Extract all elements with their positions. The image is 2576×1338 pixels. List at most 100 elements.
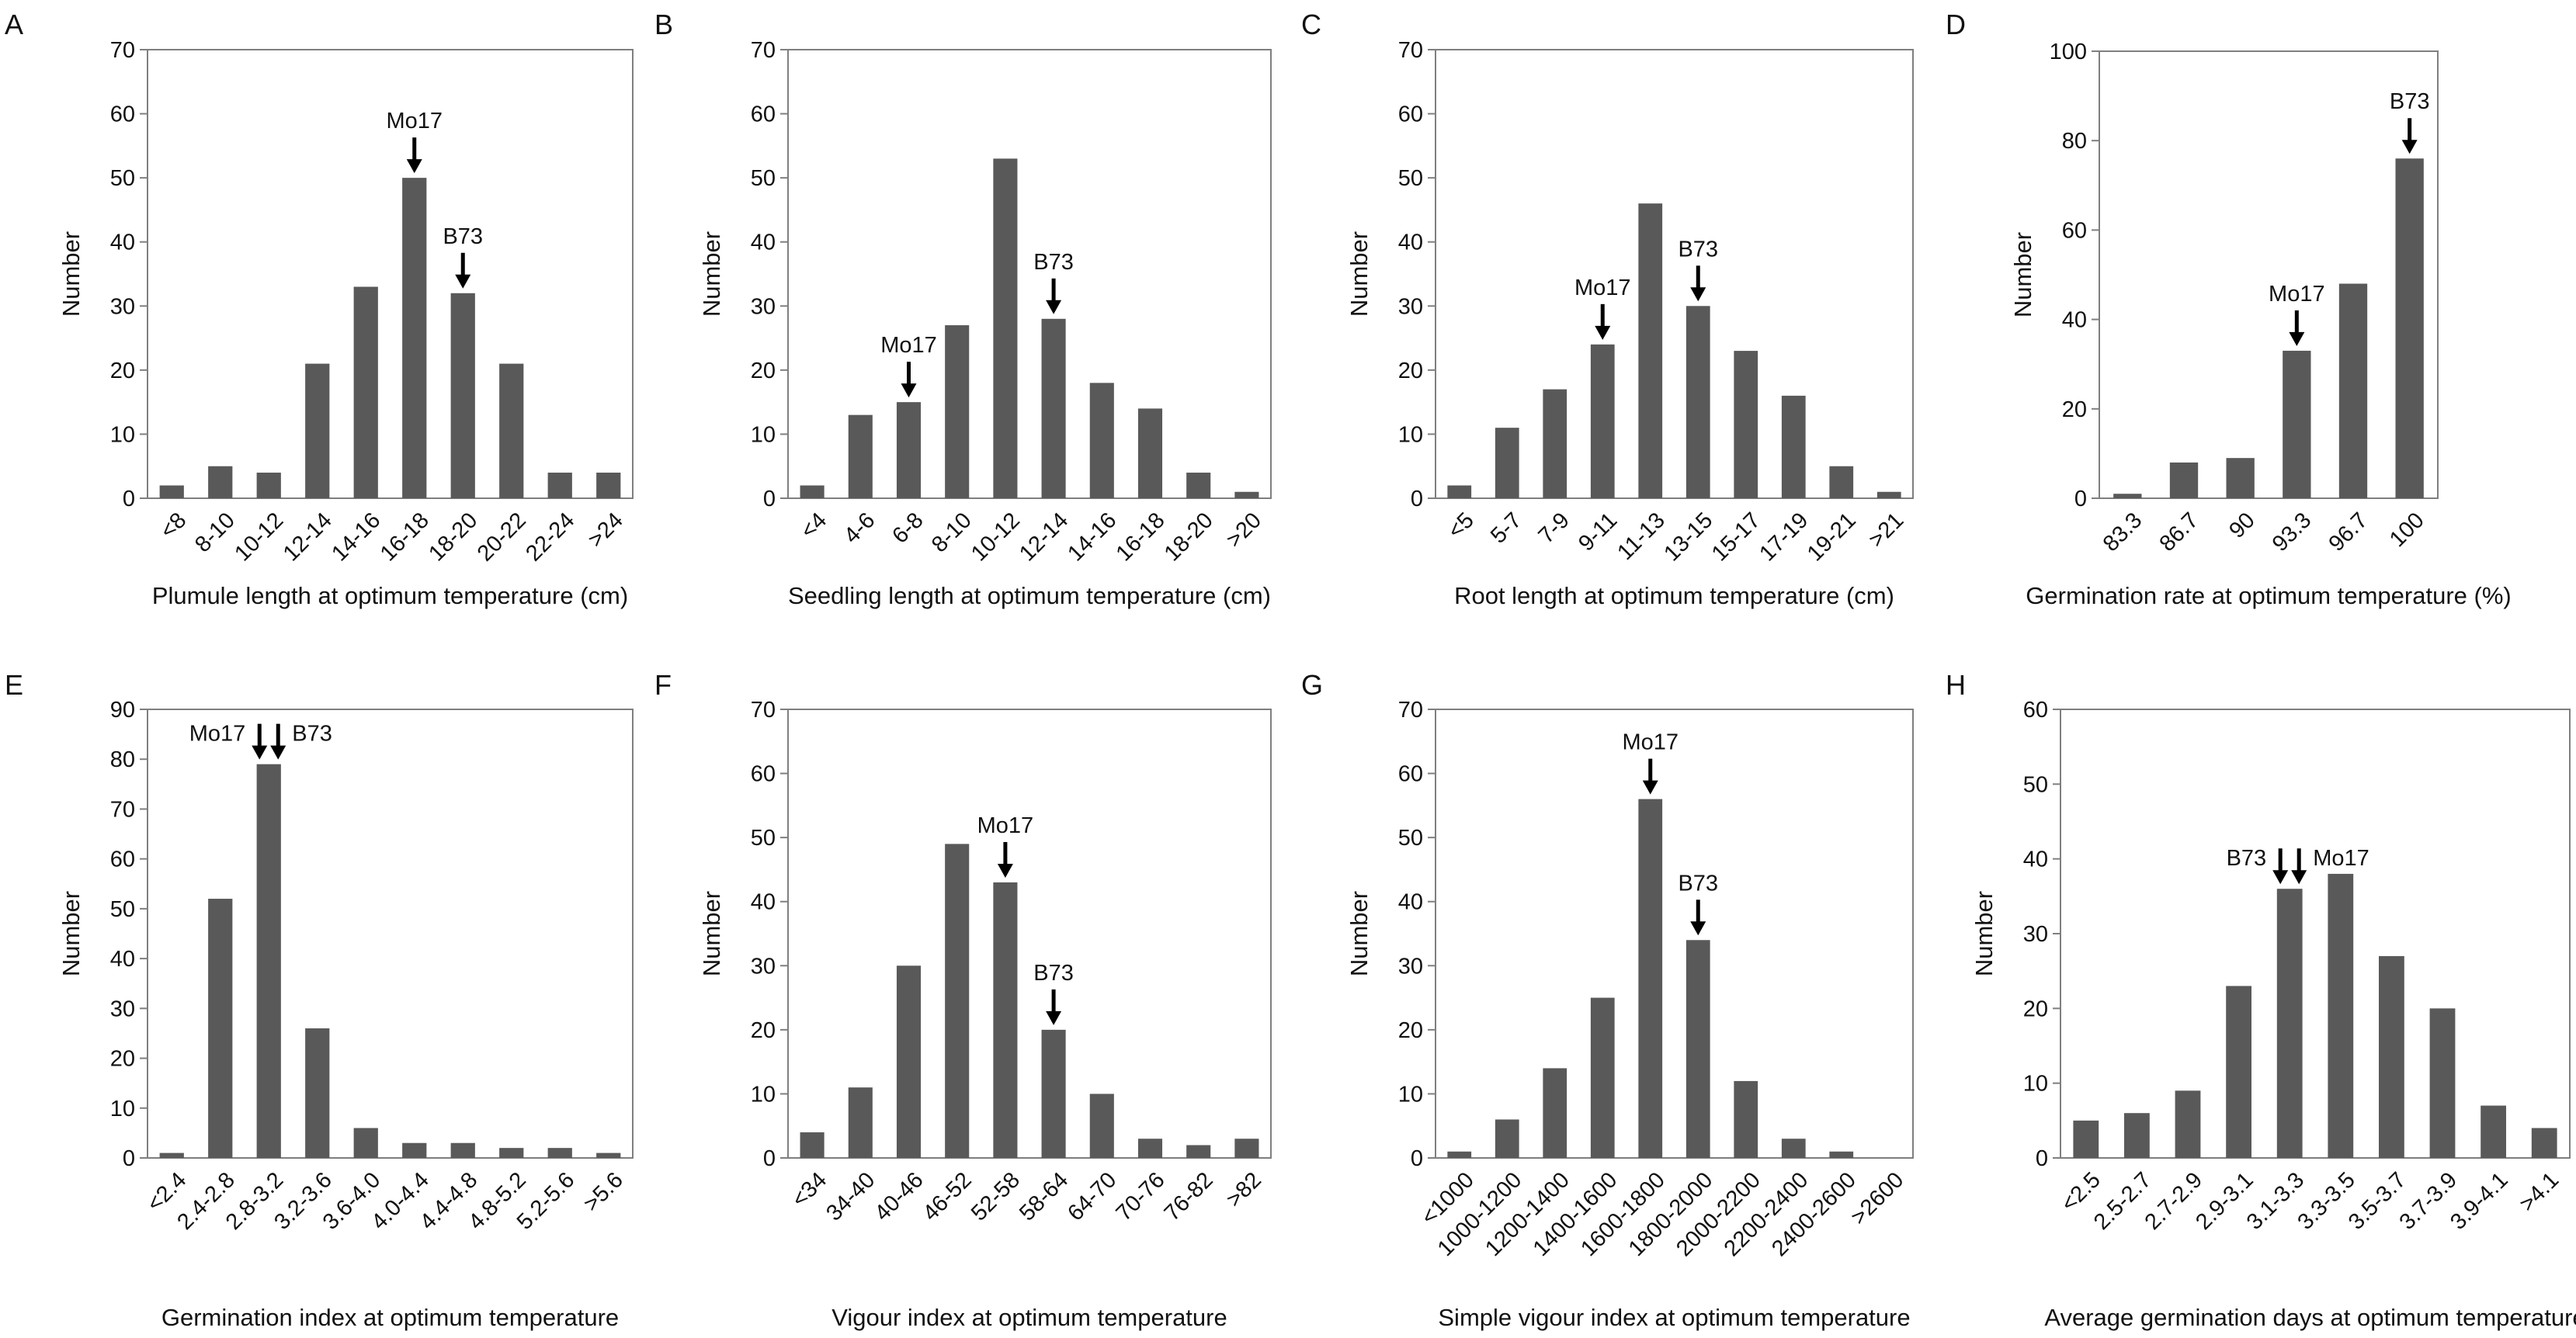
y-tick-label: 40 (2023, 848, 2048, 872)
bar (1543, 1068, 1567, 1158)
y-tick-label: 20 (1398, 359, 1423, 383)
x-tick-label: 76-82 (1160, 1167, 1218, 1225)
y-tick-label: 20 (110, 1047, 135, 1072)
y-tick-label: 20 (2023, 997, 2048, 1021)
bar (1447, 485, 1472, 498)
y-tick-label: 20 (751, 1018, 776, 1043)
annotation-label: B73 (292, 722, 332, 747)
arrow-head (2289, 331, 2305, 346)
y-tick-label: 60 (1398, 762, 1423, 787)
x-tick-label: 13-15 (1659, 508, 1717, 566)
bar (547, 1148, 572, 1158)
y-tick-label: 60 (751, 762, 776, 787)
y-tick-label: 20 (110, 359, 135, 383)
bar (402, 178, 427, 498)
y-tick-label: 10 (110, 422, 135, 447)
y-tick-label: 100 (2050, 40, 2087, 64)
y-tick-label: 40 (2062, 308, 2087, 333)
x-axis-label: Seedling length at optimum temperature (… (788, 582, 1271, 609)
y-tick-label: 70 (1398, 38, 1423, 63)
arrow-head (1046, 1010, 1062, 1025)
x-tick-label: <5 (1443, 508, 1479, 543)
y-tick-label: 30 (1398, 954, 1423, 979)
x-tick-label: >21 (1864, 508, 1908, 552)
x-tick-label: 3.5-3.7 (2344, 1167, 2411, 1234)
bar (2379, 955, 2404, 1158)
y-tick-label: 0 (763, 487, 776, 511)
y-tick-label: 80 (110, 747, 135, 772)
y-tick-label: 0 (123, 487, 135, 511)
bar (848, 1087, 873, 1158)
x-tick-label: >24 (583, 508, 627, 552)
annotation-label: B73 (1678, 871, 1718, 896)
x-tick-label: 3.9-4.1 (2446, 1167, 2512, 1234)
arrow-head (2291, 870, 2307, 885)
arrow-head (1595, 325, 1611, 340)
bar (305, 1028, 330, 1158)
y-tick-label: 60 (1398, 102, 1423, 127)
bar (1876, 491, 1901, 498)
y-tick-label: 10 (751, 422, 776, 447)
annotation-label: Mo17 (880, 333, 937, 358)
y-tick-label: 10 (1398, 1082, 1423, 1107)
bar (1829, 466, 1854, 498)
x-tick-label: >4.1 (2515, 1167, 2564, 1216)
bar (2113, 494, 2142, 498)
x-tick-label: >2600 (1846, 1167, 1908, 1229)
plot-frame (2060, 709, 2571, 1159)
x-tick-label: 14-16 (1063, 508, 1121, 566)
x-tick-label: 22-24 (521, 508, 579, 566)
panel-f: F010203040506070Number<3434-4040-4646-52… (654, 669, 1272, 1331)
x-tick-label: >20 (1222, 508, 1266, 552)
y-tick-label: 60 (110, 848, 135, 872)
x-tick-label: 5-7 (1486, 508, 1526, 548)
bar (1137, 1139, 1163, 1158)
annotation-label: Mo17 (2269, 282, 2325, 307)
panel-letter: E (5, 669, 23, 701)
x-tick-label: 19-21 (1803, 508, 1861, 566)
bar (896, 965, 922, 1158)
bar (353, 286, 378, 498)
bar (1734, 351, 1758, 498)
arrow-head (2272, 870, 2289, 885)
bar (1089, 383, 1114, 498)
y-axis-label: Number (2009, 232, 2036, 317)
x-tick-label: 52-58 (967, 1167, 1025, 1225)
y-tick-label: 0 (123, 1146, 135, 1171)
plot-frame (1435, 709, 1914, 1159)
x-tick-label: 2.5-2.7 (2089, 1167, 2156, 1234)
y-tick-label: 50 (110, 166, 135, 191)
bar (2395, 158, 2424, 499)
y-axis-label: Number (698, 891, 725, 976)
y-tick-label: 70 (1398, 698, 1423, 723)
arrow-head (2401, 140, 2418, 154)
bar (159, 485, 184, 498)
bar (1781, 395, 1806, 498)
y-tick-label: 0 (2074, 487, 2087, 511)
arrow-head (406, 159, 422, 174)
bar (1137, 408, 1163, 498)
annotation-label: B73 (2390, 89, 2430, 114)
x-axis-label: Vigour index at optimum temperature (831, 1304, 1227, 1331)
x-tick-label: 14-16 (327, 508, 385, 566)
bar (1089, 1094, 1114, 1158)
x-tick-label: <8 (155, 508, 191, 543)
bar (208, 899, 233, 1158)
plot-frame (147, 709, 634, 1159)
arrow-head (1642, 780, 1658, 795)
arrow-head (455, 274, 471, 289)
x-tick-label: 6-8 (887, 508, 928, 548)
x-tick-label: 86.7 (2155, 508, 2204, 556)
annotation-label: B73 (1033, 250, 1074, 275)
x-tick-label: 2.9-3.1 (2191, 1167, 2258, 1234)
x-tick-label: 34-40 (821, 1167, 880, 1225)
bar (1495, 1119, 1519, 1158)
panel-letter: H (1946, 669, 1966, 701)
bar (848, 414, 873, 498)
y-tick-label: 30 (110, 294, 135, 319)
y-tick-label: 70 (110, 38, 135, 63)
bar (993, 882, 1018, 1158)
y-axis-label: Number (57, 891, 85, 976)
y-tick-label: 50 (2023, 772, 2048, 797)
